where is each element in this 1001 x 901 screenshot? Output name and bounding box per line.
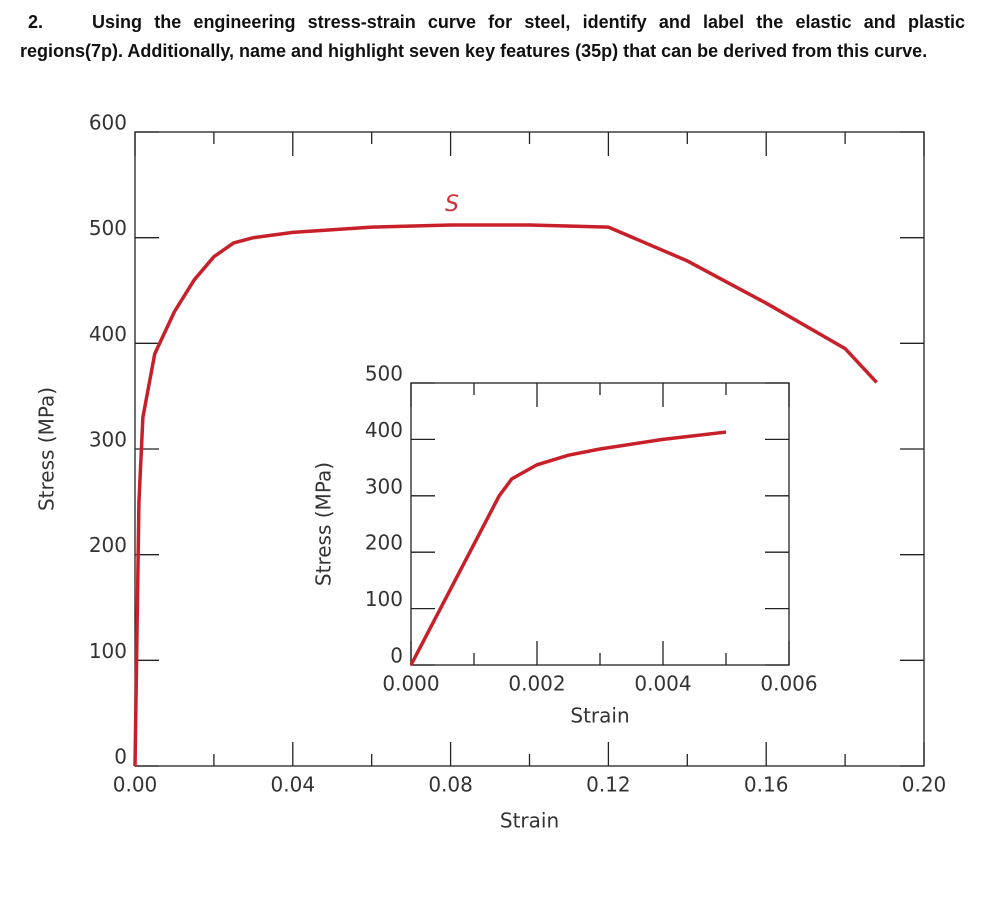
y-axis-label: Stress (MPa) <box>35 387 59 511</box>
x-tick-label: 0.002 <box>508 672 565 696</box>
curve <box>133 223 878 767</box>
question: 2. Using the engineering stress-strain cu… <box>20 8 965 66</box>
y-tick-label: 0 <box>114 745 127 769</box>
y-tick-label: 300 <box>89 428 127 452</box>
x-tick-label: 0.12 <box>586 773 631 797</box>
x-tick-label: 0.16 <box>744 773 789 797</box>
y-tick-label: 500 <box>89 216 127 240</box>
y-tick-label: 500 <box>365 362 403 386</box>
y-tick-label: 0 <box>390 644 403 668</box>
y-tick-label: 300 <box>365 474 403 498</box>
y-tick-label: 200 <box>89 533 127 557</box>
y-tick-label: 100 <box>89 639 127 663</box>
y-tick-label: 200 <box>365 531 403 555</box>
x-tick-label: 0.006 <box>760 672 817 696</box>
curve <box>409 430 727 666</box>
inset-background <box>411 383 789 665</box>
x-tick-label: 0.004 <box>634 672 691 696</box>
annotation: S <box>445 192 459 217</box>
y-tick-label: 600 <box>89 111 127 135</box>
x-tick-label: 0.000 <box>382 672 439 696</box>
x-tick-label: 0.04 <box>271 773 316 797</box>
x-axis-label: Strain <box>500 809 559 833</box>
y-tick-label: 400 <box>89 322 127 346</box>
x-tick-label: 0.00 <box>113 773 158 797</box>
x-tick-label: 0.08 <box>428 773 473 797</box>
question-number: 2. <box>28 12 44 32</box>
question-text: Using the engineering stress-strain curv… <box>20 12 965 61</box>
x-axis-label: Strain <box>570 704 629 728</box>
y-axis-label: Stress (MPa) <box>312 462 336 586</box>
y-tick-label: 400 <box>365 418 403 442</box>
y-tick-label: 100 <box>365 587 403 611</box>
x-tick-label: 0.20 <box>902 773 947 797</box>
